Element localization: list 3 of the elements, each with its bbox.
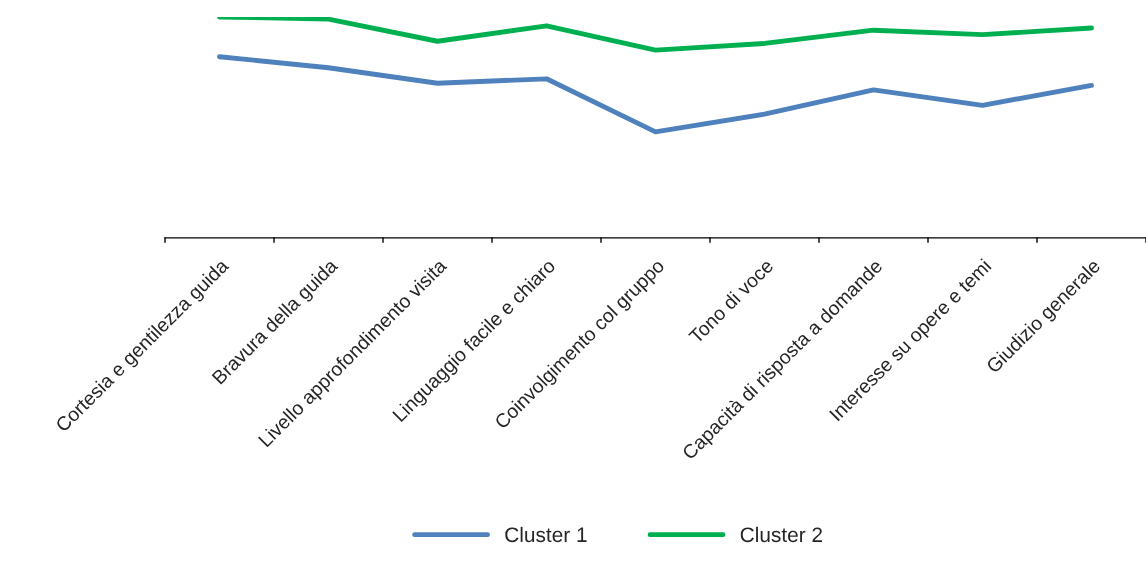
legend-label: Cluster 1 bbox=[505, 526, 587, 543]
x-tick-label: Tono di voce bbox=[687, 257, 774, 345]
legend-label: Cluster 2 bbox=[740, 526, 822, 543]
